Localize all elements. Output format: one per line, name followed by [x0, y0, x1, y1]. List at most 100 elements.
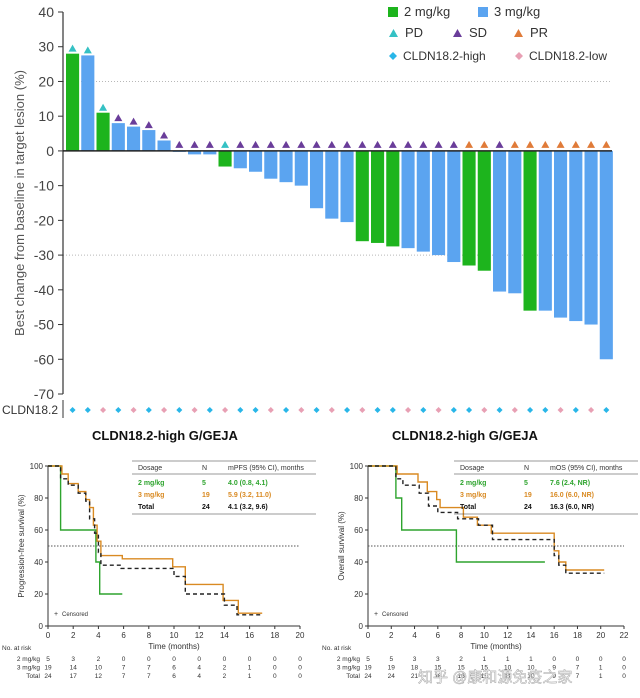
- legend-triangle: [389, 29, 398, 37]
- km-risk-value: 3: [436, 656, 440, 663]
- km-x-tick-label: 10: [170, 631, 179, 640]
- km-risk-value: 18: [434, 673, 442, 680]
- km-risk-value: 4: [197, 665, 201, 672]
- km-x-tick-label: 6: [121, 631, 126, 640]
- response-marker: [99, 103, 108, 111]
- cldn-marker: [69, 407, 76, 413]
- legend-label: CLDN18.2-low: [529, 49, 607, 63]
- km-risk-value: 10: [527, 673, 535, 680]
- cldn-marker: [191, 407, 198, 413]
- km-table-header: Dosage: [138, 465, 162, 472]
- km-curve: [48, 465, 123, 595]
- bar: [249, 150, 263, 172]
- km-risk-value: 7: [576, 665, 580, 672]
- response-marker: [510, 140, 519, 148]
- km-y-tick-label: 20: [34, 590, 43, 599]
- cldn-marker: [466, 407, 473, 413]
- km-x-tick-label: 8: [147, 631, 152, 640]
- bar: [477, 150, 491, 271]
- km-risk-value: 0: [552, 656, 556, 663]
- y-tick-label: -70: [34, 386, 54, 402]
- km-risk-value: 1: [248, 665, 252, 672]
- cldn-marker: [359, 407, 366, 413]
- cldn-marker: [405, 407, 412, 413]
- km-table-header: mPFS (95% CI), months: [228, 465, 304, 472]
- bar: [218, 150, 232, 167]
- km-x-tick-label: 6: [436, 631, 441, 640]
- y-tick-label: 20: [38, 73, 54, 89]
- km-table-cell: 4.1 (3.2, 9.6): [228, 504, 268, 511]
- km-table-cell: 5: [524, 480, 528, 487]
- cldn-marker: [267, 407, 274, 413]
- response-marker: [358, 140, 367, 148]
- km-table-cell: 24: [202, 504, 210, 511]
- legend-diamond: [389, 52, 397, 60]
- km-table-cell: 3 mg/kg: [138, 492, 164, 499]
- km-risk-value: 10: [95, 665, 103, 672]
- y-tick-label: 0: [46, 143, 54, 159]
- cldn-marker: [450, 407, 457, 413]
- bar: [508, 150, 522, 294]
- km-risk-value: 0: [622, 673, 626, 680]
- cldn-row-label: CLDN18.2: [2, 403, 58, 417]
- cldn-marker: [130, 407, 137, 413]
- km-risk-value: 0: [122, 656, 126, 663]
- legend-label: PR: [530, 25, 548, 40]
- bar: [355, 150, 369, 242]
- pfs-subtitle: CLDN18.2-high G/GEJA: [92, 428, 238, 443]
- response-marker: [602, 140, 611, 148]
- bar: [538, 150, 552, 311]
- response-marker: [190, 140, 199, 148]
- km-risk-value: 0: [622, 656, 626, 663]
- bar: [432, 150, 446, 256]
- km-risk-value: 18: [411, 665, 419, 672]
- cldn-marker: [145, 407, 152, 413]
- bar: [584, 150, 598, 325]
- km-table-cell: Total: [460, 504, 476, 511]
- km-x-tick-label: 0: [46, 631, 51, 640]
- km-censored-icon: +: [54, 611, 58, 618]
- cldn-marker: [389, 407, 396, 413]
- response-marker: [343, 140, 352, 148]
- km-risk-label: 2 mg/kg: [337, 656, 361, 663]
- km-risk-value: 1: [599, 673, 603, 680]
- km-x-tick-label: 8: [459, 631, 464, 640]
- cldn-marker: [222, 407, 229, 413]
- km-censored-label: Censored: [382, 612, 408, 618]
- km-table-header: N: [524, 465, 529, 472]
- km-risk-value: 2: [223, 673, 227, 680]
- watermark: 知乎 @康和源免疫之家: [418, 669, 572, 686]
- response-marker: [541, 140, 550, 148]
- km-risk-value: 5: [389, 656, 393, 663]
- bar: [523, 150, 537, 311]
- km-x-tick-label: 18: [270, 631, 279, 640]
- km-curve: [48, 465, 263, 614]
- km-risk-value: 19: [364, 665, 372, 672]
- km-x-tick-label: 12: [503, 631, 512, 640]
- km-table-cell: 2 mg/kg: [460, 480, 486, 487]
- bar: [310, 150, 324, 209]
- km-censored-icon: +: [374, 611, 378, 618]
- km-risk-label: 3 mg/kg: [337, 665, 361, 672]
- y-tick-label: -10: [34, 178, 54, 194]
- response-marker: [434, 140, 443, 148]
- km-x-tick-label: 4: [96, 631, 101, 640]
- legend-label: CLDN18.2-high: [403, 49, 486, 63]
- km-risk-value: 0: [147, 656, 151, 663]
- km-x-tick-label: 20: [296, 631, 305, 640]
- km-risk-value: 0: [622, 665, 626, 672]
- cldn-marker: [115, 407, 122, 413]
- km-risk-value: 16: [457, 673, 465, 680]
- km-table-cell: 3 mg/kg: [460, 492, 486, 499]
- km-curve: [368, 465, 605, 571]
- cldn-marker: [374, 407, 381, 413]
- km-y-tick-label: 100: [30, 462, 44, 471]
- legend-2mg-swatch: [388, 7, 398, 17]
- bar: [371, 150, 385, 243]
- km-risk-value: 10: [527, 665, 535, 672]
- response-marker: [205, 140, 214, 148]
- cldn-marker: [542, 407, 549, 413]
- km-risk-label: 2 mg/kg: [17, 656, 41, 663]
- bar: [569, 150, 583, 322]
- km-risk-value: 1: [483, 656, 487, 663]
